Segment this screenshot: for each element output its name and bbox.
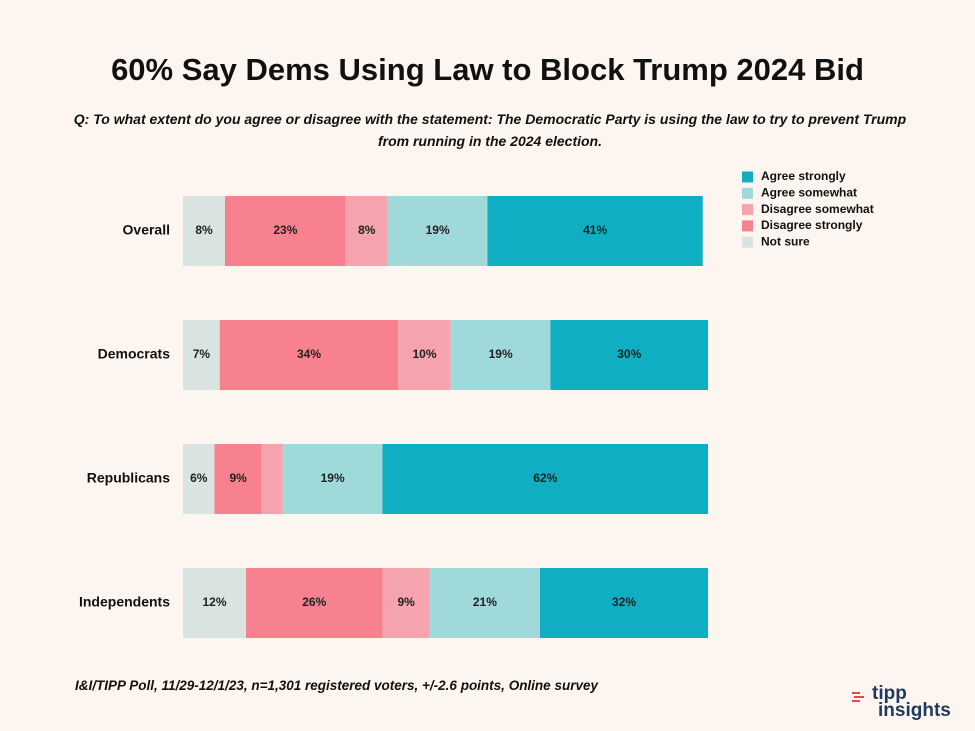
bar-segment — [382, 568, 430, 638]
data-label: 19% — [489, 347, 513, 361]
logo: tipp insights — [850, 683, 960, 721]
category-label: Democrats — [98, 346, 171, 362]
data-label: 19% — [321, 471, 345, 485]
data-label: 23% — [273, 223, 297, 237]
legend-swatch — [742, 204, 753, 216]
legend-swatch — [742, 236, 753, 248]
data-label: 30% — [617, 347, 641, 361]
bar-segment — [398, 320, 451, 390]
data-label: 21% — [473, 595, 497, 609]
legend-label: Not sure — [761, 234, 810, 248]
bar-segment — [540, 568, 708, 638]
data-label: 62% — [533, 471, 557, 485]
bar-segment — [214, 444, 262, 514]
bar-segment — [246, 568, 383, 638]
data-label: 12% — [202, 595, 226, 609]
legend-label: Agree somewhat — [761, 185, 857, 199]
bar-segment — [282, 444, 383, 514]
bar-segment — [183, 320, 220, 390]
data-label: 41% — [583, 223, 607, 237]
bar-segment — [261, 444, 283, 514]
legend-swatch — [742, 187, 753, 199]
logo-text: insights — [878, 700, 951, 721]
bar-segment — [487, 196, 703, 266]
bar-segment — [183, 568, 246, 638]
data-label: 19% — [426, 223, 450, 237]
category-label: Independents — [79, 594, 170, 610]
chart-title: 60% Say Dems Using Law to Block Trump 20… — [111, 52, 864, 87]
bar-segment — [183, 444, 215, 514]
bar-segment — [429, 568, 540, 638]
data-label: 32% — [612, 595, 636, 609]
chart-subtitle: Q: To what extent do you agree or disagr… — [73, 111, 907, 149]
data-label: 9% — [229, 471, 247, 485]
source-note: I&I/TIPP Poll, 11/29-12/1/23, n=1,301 re… — [75, 678, 598, 693]
category-label: Republicans — [87, 470, 170, 486]
category-label: Overall — [123, 222, 170, 238]
data-label: 8% — [195, 223, 213, 237]
data-label: 26% — [302, 595, 326, 609]
bar-segment — [345, 196, 388, 266]
bar-segment — [183, 196, 225, 266]
logo-icon — [852, 692, 864, 702]
legend-swatch — [742, 171, 753, 183]
data-label: 34% — [297, 347, 321, 361]
bar-segment — [219, 320, 399, 390]
bar-segment — [225, 196, 346, 266]
data-label: 7% — [193, 347, 211, 361]
bar-segment — [450, 320, 551, 390]
bar-segment — [382, 444, 708, 514]
logo-text: tipp — [872, 683, 907, 704]
data-label: 6% — [190, 471, 208, 485]
legend-label: Disagree strongly — [761, 218, 863, 232]
legend-label: Agree strongly — [761, 169, 846, 183]
data-label: 10% — [412, 347, 436, 361]
data-label: 9% — [397, 595, 415, 609]
data-label: 8% — [358, 223, 376, 237]
legend-label: Disagree somewhat — [761, 202, 874, 216]
legend-swatch — [742, 220, 753, 232]
bar-segment — [550, 320, 708, 390]
bar-segment — [387, 196, 488, 266]
